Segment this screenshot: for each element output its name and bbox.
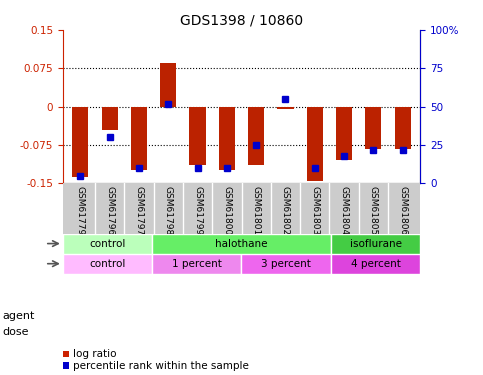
Title: GDS1398 / 10860: GDS1398 / 10860 [180,13,303,27]
Bar [160,63,176,106]
Text: dose: dose [2,327,29,337]
Text: GSM61803: GSM61803 [310,186,319,235]
Text: GSM61799: GSM61799 [193,186,202,235]
Bar [63,234,152,254]
Text: 3 percent: 3 percent [261,259,311,269]
Text: halothane: halothane [215,238,268,249]
Bar [395,106,411,148]
Bar [152,254,242,274]
Text: 4 percent: 4 percent [351,259,400,269]
Text: log ratio: log ratio [73,350,117,359]
Text: isoflurane: isoflurane [350,238,401,249]
Bar [101,106,118,130]
Text: GSM61802: GSM61802 [281,186,290,235]
Text: control: control [89,238,126,249]
Text: GSM61800: GSM61800 [222,186,231,235]
Bar [72,106,88,177]
Bar [331,234,420,254]
Bar [277,106,294,109]
Bar [131,106,147,171]
Text: GSM61797: GSM61797 [134,186,143,235]
Text: GSM61805: GSM61805 [369,186,378,235]
Bar [365,106,382,148]
Text: control: control [89,259,126,269]
Bar [242,254,331,274]
Text: GSM61801: GSM61801 [252,186,261,235]
Bar [336,106,352,160]
Text: percentile rank within the sample: percentile rank within the sample [73,361,249,370]
Bar [152,234,331,254]
Text: GSM61806: GSM61806 [398,186,407,235]
Bar [307,106,323,181]
Bar [189,106,206,165]
Bar [331,254,420,274]
Text: 1 percent: 1 percent [172,259,222,269]
Bar [63,254,152,274]
Bar [248,106,264,165]
Text: GSM61804: GSM61804 [340,186,349,235]
Text: agent: agent [2,311,35,321]
Bar [219,106,235,171]
Text: GSM61796: GSM61796 [105,186,114,235]
Text: GSM61779: GSM61779 [76,186,85,235]
Text: GSM61798: GSM61798 [164,186,173,235]
